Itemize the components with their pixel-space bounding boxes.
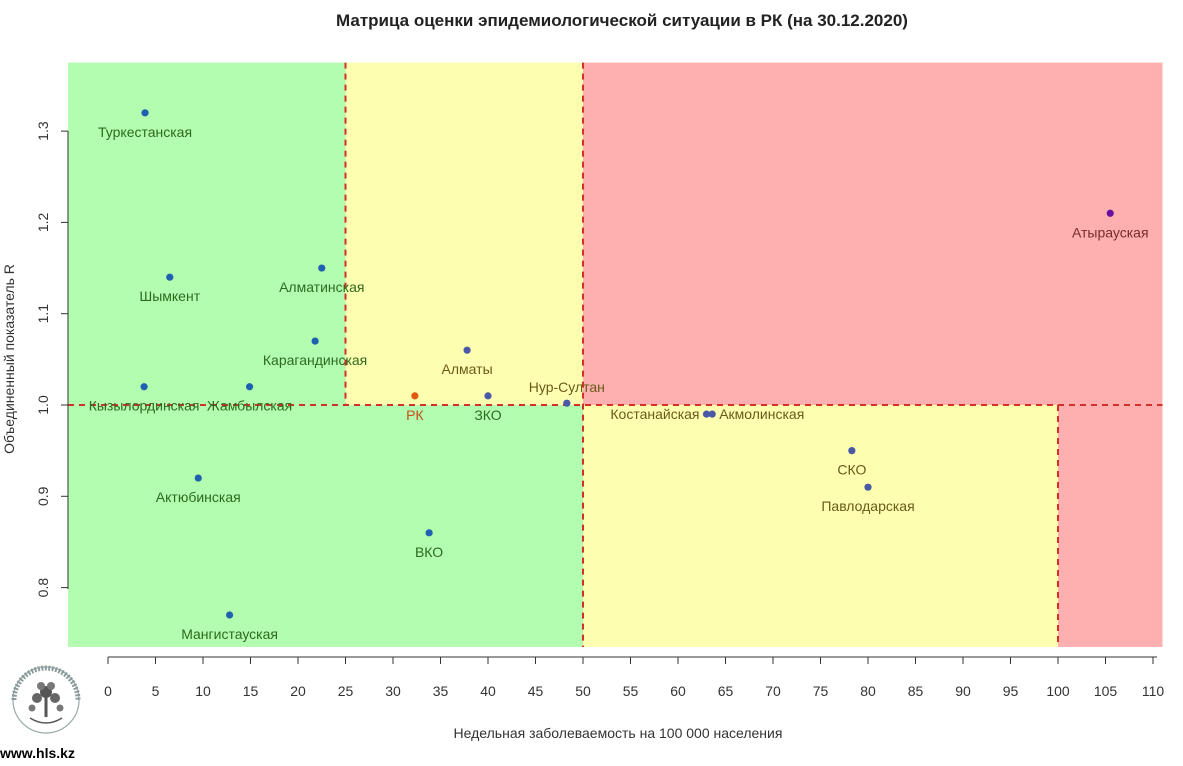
risk-zones bbox=[68, 62, 1163, 647]
x-tick-label: 55 bbox=[623, 683, 639, 699]
point-label: Атырауская bbox=[1072, 224, 1149, 240]
data-point bbox=[245, 383, 254, 391]
x-tick-label: 95 bbox=[1003, 683, 1019, 699]
point-label: Шымкент bbox=[139, 288, 200, 304]
y-tick-label: 1.2 bbox=[35, 212, 51, 232]
zone-0 bbox=[68, 405, 583, 647]
point-label: СКО bbox=[837, 462, 866, 478]
x-tick-label: 5 bbox=[152, 683, 160, 699]
data-point bbox=[708, 410, 716, 418]
data-point bbox=[463, 346, 471, 354]
data-point bbox=[702, 410, 711, 418]
data-point bbox=[141, 109, 149, 117]
x-tick-label: 15 bbox=[243, 683, 259, 699]
x-tick-label: 40 bbox=[480, 683, 496, 699]
point-label: ЗКО bbox=[474, 407, 501, 423]
x-tick-label: 25 bbox=[338, 683, 354, 699]
y-tick-label: 0.8 bbox=[35, 578, 51, 598]
point-label: Акмолинская bbox=[719, 406, 804, 422]
site-url: www.hls.kz bbox=[0, 745, 75, 761]
data-point bbox=[166, 273, 174, 281]
data-points bbox=[140, 109, 1114, 619]
point-label: Туркестанская bbox=[98, 124, 192, 140]
x-axis-label: Недельная заболеваемость на 100 000 насе… bbox=[454, 725, 783, 741]
zone-4 bbox=[583, 62, 1163, 405]
x-tick-label: 30 bbox=[385, 683, 401, 699]
zone-2 bbox=[345, 62, 583, 405]
chart-title: Матрица оценки эпидемиологической ситуац… bbox=[336, 11, 908, 30]
x-tick-label: 110 bbox=[1142, 683, 1165, 699]
point-label: Актюбинская bbox=[156, 489, 241, 505]
x-tick-label: 10 bbox=[195, 683, 211, 699]
data-point bbox=[484, 392, 492, 400]
y-axis-ticks: 0.8 0.9 1.0 1.1 1.2 1.3 bbox=[35, 121, 68, 597]
axes bbox=[67, 131, 1157, 658]
point-label: Алматинская bbox=[279, 279, 364, 295]
x-tick-label: 105 bbox=[1094, 683, 1118, 699]
zone-5 bbox=[1058, 405, 1163, 647]
x-tick-label: 90 bbox=[955, 683, 971, 699]
data-point bbox=[411, 392, 419, 400]
x-tick-label: 100 bbox=[1046, 683, 1070, 699]
point-label: Павлодарская bbox=[821, 498, 914, 514]
x-tick-label: 60 bbox=[670, 683, 686, 699]
data-point bbox=[848, 447, 856, 455]
data-point bbox=[425, 529, 433, 537]
x-tick-label: 75 bbox=[813, 683, 829, 699]
point-label: Алматы bbox=[442, 361, 493, 377]
x-axis-ticks: 0 5 10 15 20 25 30 35 40 45 50 55 60 65 70 75 80 85 90 95 10… bbox=[104, 657, 1164, 699]
data-point bbox=[864, 483, 872, 491]
x-tick-label: 45 bbox=[528, 683, 544, 699]
data-point bbox=[226, 611, 234, 619]
data-point bbox=[140, 383, 148, 391]
x-tick-label: 0 bbox=[104, 683, 112, 699]
hls-tree-logo-icon bbox=[11, 665, 81, 734]
data-point bbox=[311, 337, 319, 345]
data-point bbox=[563, 399, 571, 407]
x-tick-label: 80 bbox=[860, 683, 876, 699]
x-tick-label: 85 bbox=[908, 683, 924, 699]
y-tick-label: 1.3 bbox=[35, 121, 51, 141]
y-tick-label: 1.1 bbox=[35, 304, 51, 324]
point-labels: Туркестанская Шымкент Алматинская Караганди… bbox=[89, 124, 1149, 642]
data-point bbox=[1106, 209, 1114, 217]
threshold-lines bbox=[68, 62, 1163, 647]
zone-1 bbox=[68, 62, 346, 405]
point-label: Карагандинская bbox=[263, 352, 367, 368]
zone-3 bbox=[583, 405, 1058, 647]
y-tick-label: 1.0 bbox=[35, 395, 51, 415]
x-tick-label: 65 bbox=[718, 683, 734, 699]
data-point bbox=[194, 474, 202, 482]
point-label: Мангистауская bbox=[181, 626, 278, 642]
point-label: Жамбылская bbox=[207, 398, 292, 414]
y-axis-label: Объединенный показатель R bbox=[1, 264, 17, 454]
point-label: ВКО bbox=[415, 544, 443, 560]
x-tick-label: 50 bbox=[575, 683, 591, 699]
point-label: Кызылординская bbox=[89, 398, 200, 414]
x-tick-label: 70 bbox=[765, 683, 781, 699]
point-label: Костанайская bbox=[610, 406, 699, 422]
x-tick-label: 35 bbox=[433, 683, 449, 699]
data-point bbox=[318, 264, 326, 272]
y-tick-label: 0.9 bbox=[35, 486, 51, 506]
point-label: РК bbox=[406, 407, 424, 423]
point-label: Нур-Султан bbox=[529, 379, 605, 395]
x-tick-label: 20 bbox=[290, 683, 306, 699]
